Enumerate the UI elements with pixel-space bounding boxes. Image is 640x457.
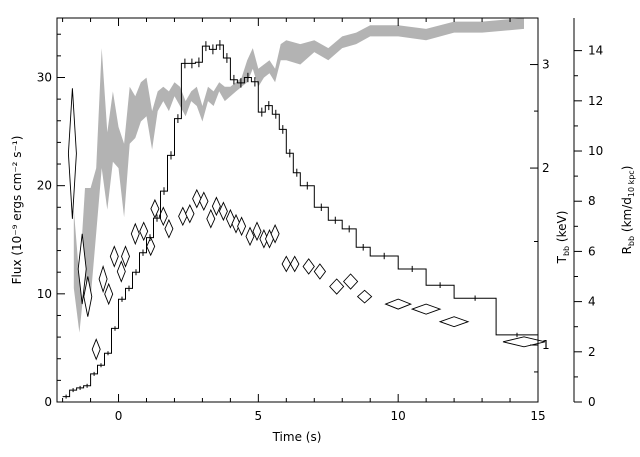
- radius-point: [502, 336, 546, 348]
- radius-point: [211, 196, 221, 217]
- radius-point: [313, 263, 327, 280]
- radius-point: [410, 303, 442, 315]
- r-tick-label: 6: [588, 244, 596, 258]
- x-tick-label: 15: [530, 409, 545, 423]
- t-tick-label: 2: [542, 161, 550, 175]
- t-axis-title-unit: (keV): [555, 211, 569, 246]
- radius-point: [342, 273, 359, 290]
- radius-point: [150, 198, 160, 219]
- radius-point: [384, 298, 413, 310]
- r-tick-label: 8: [588, 194, 596, 208]
- r-axis-title-sub: bb: [627, 236, 636, 246]
- r-axis-title-unit-sub: 10 kpc: [627, 170, 636, 197]
- radius-point: [302, 258, 315, 275]
- r-tick-label: 14: [588, 44, 603, 58]
- radius-point: [206, 208, 216, 229]
- radius-point: [98, 265, 108, 294]
- flux-histogram-layer: [62, 40, 538, 399]
- t-axis-title: Tbb (keV): [555, 211, 571, 265]
- y-tick-label: 20: [37, 179, 52, 193]
- radius-point: [218, 201, 228, 222]
- radius-point: [116, 260, 126, 283]
- r-axis-title-symbol: R: [620, 246, 634, 254]
- radius-point: [139, 221, 149, 242]
- radius-point: [252, 221, 262, 242]
- radius-point: [104, 282, 114, 306]
- r-tick-label: 4: [588, 295, 596, 309]
- y-tick-label: 0: [44, 395, 52, 409]
- radius-point: [438, 316, 470, 328]
- t-tick-label: 3: [542, 58, 550, 72]
- x-tick-label: 5: [255, 409, 263, 423]
- y-tick-label: 30: [37, 70, 52, 84]
- radius-point: [130, 222, 140, 246]
- radius-point: [164, 218, 174, 239]
- radius-point: [109, 245, 119, 268]
- radius-point: [77, 233, 87, 305]
- y-tick-label: 10: [37, 287, 52, 301]
- r-tick-label: 2: [588, 345, 596, 359]
- radius-point: [356, 289, 373, 304]
- r-tick-label: 0: [588, 395, 596, 409]
- y-axis-title: Flux (10⁻⁹ ergs cm⁻² s⁻¹): [10, 136, 24, 285]
- radius-point: [245, 226, 255, 247]
- flux-histogram: [62, 44, 538, 398]
- r-axis-title-unit-end: ): [620, 166, 634, 171]
- r-axis-title-unit: (km/d: [620, 197, 634, 236]
- radius-point: [158, 206, 168, 227]
- radius-point: [91, 338, 101, 361]
- radius-point: [237, 216, 247, 237]
- x-tick-label: 0: [115, 409, 123, 423]
- radius-point: [199, 191, 209, 212]
- radius-point: [67, 88, 77, 219]
- r-axis-title: Rbb (km/d10 kpc): [620, 166, 636, 255]
- t-tick-label: 1: [542, 338, 550, 352]
- plot-frame: [56, 17, 539, 403]
- r-tick-label: 10: [588, 144, 603, 158]
- radius-point: [121, 245, 130, 268]
- radius-point: [289, 255, 300, 273]
- radius-point: [329, 278, 345, 295]
- radius-point: [146, 236, 156, 257]
- radius-point: [185, 203, 195, 224]
- radius-point: [270, 224, 280, 244]
- t-axis-title-symbol: T: [555, 255, 569, 264]
- x-tick-label: 10: [391, 409, 406, 423]
- r-tick-label: 12: [588, 94, 603, 108]
- t-axis-title-sub: bb: [562, 246, 571, 256]
- radius-diamonds-layer: [67, 88, 546, 361]
- x-axis-title: Time (s): [272, 430, 322, 444]
- radius-point: [83, 276, 93, 317]
